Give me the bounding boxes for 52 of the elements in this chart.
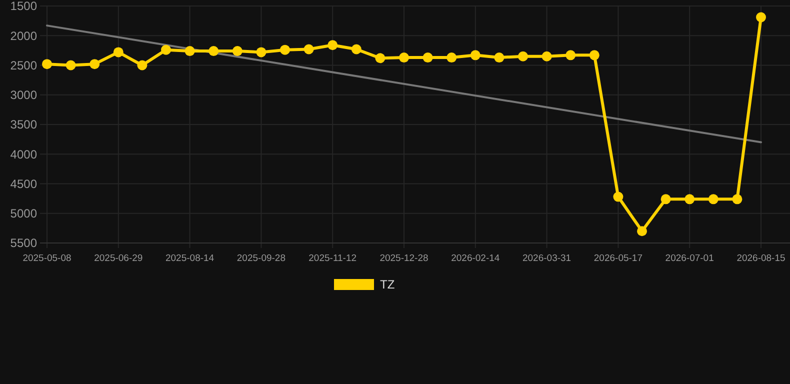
point xyxy=(732,194,742,204)
x-tick-label: 2025-11-12 xyxy=(308,253,357,264)
point xyxy=(328,40,338,50)
point xyxy=(232,46,242,56)
point xyxy=(684,194,695,204)
point xyxy=(304,44,314,54)
point xyxy=(161,44,171,55)
y-tick-label: 1500 xyxy=(10,0,38,14)
point xyxy=(566,50,576,60)
point xyxy=(208,46,219,56)
point xyxy=(42,59,52,70)
point xyxy=(375,53,386,64)
point xyxy=(137,60,148,70)
point xyxy=(756,12,766,22)
point xyxy=(90,59,100,70)
y-tick-label: 2000 xyxy=(10,28,38,43)
point xyxy=(660,194,671,204)
point xyxy=(708,194,718,204)
point xyxy=(446,52,457,63)
point xyxy=(637,226,647,236)
y-tick-label: 5500 xyxy=(10,236,38,250)
y-tick-label: 5000 xyxy=(10,206,38,221)
x-tick-label: 2026-05-17 xyxy=(594,253,643,264)
y-tick-label: 3000 xyxy=(10,88,38,102)
x-tick-label: 2025-09-28 xyxy=(236,253,286,264)
x-tick-label: 2026-07-01 xyxy=(665,253,714,264)
point xyxy=(280,44,290,55)
y-tick-label: 3500 xyxy=(10,118,38,132)
point xyxy=(351,44,362,54)
point xyxy=(422,52,433,63)
y-tick-label: 4500 xyxy=(10,176,38,191)
x-tick-label: 2026-03-31 xyxy=(522,253,572,264)
point xyxy=(113,47,124,58)
x-tick-label: 2025-05-08 xyxy=(22,253,72,264)
point xyxy=(66,60,76,70)
y-tick-label: 4000 xyxy=(10,147,38,162)
point xyxy=(494,52,504,63)
x-tick-label: 2025-12-28 xyxy=(380,253,428,264)
point xyxy=(542,51,552,62)
point xyxy=(518,51,528,62)
point xyxy=(184,46,195,56)
x-tick-label: 2025-08-14 xyxy=(165,253,214,264)
point xyxy=(613,192,624,202)
y-tick-label: 2500 xyxy=(10,58,38,72)
point xyxy=(256,47,266,58)
x-tick-label: 2026-08-15 xyxy=(736,253,786,264)
legend-label: TZ xyxy=(380,278,395,292)
point xyxy=(589,50,600,60)
x-tick-label: 2026-02-14 xyxy=(451,253,500,264)
point xyxy=(470,50,480,60)
x-tick-label: 2025-06-29 xyxy=(94,253,143,264)
point xyxy=(399,52,409,63)
